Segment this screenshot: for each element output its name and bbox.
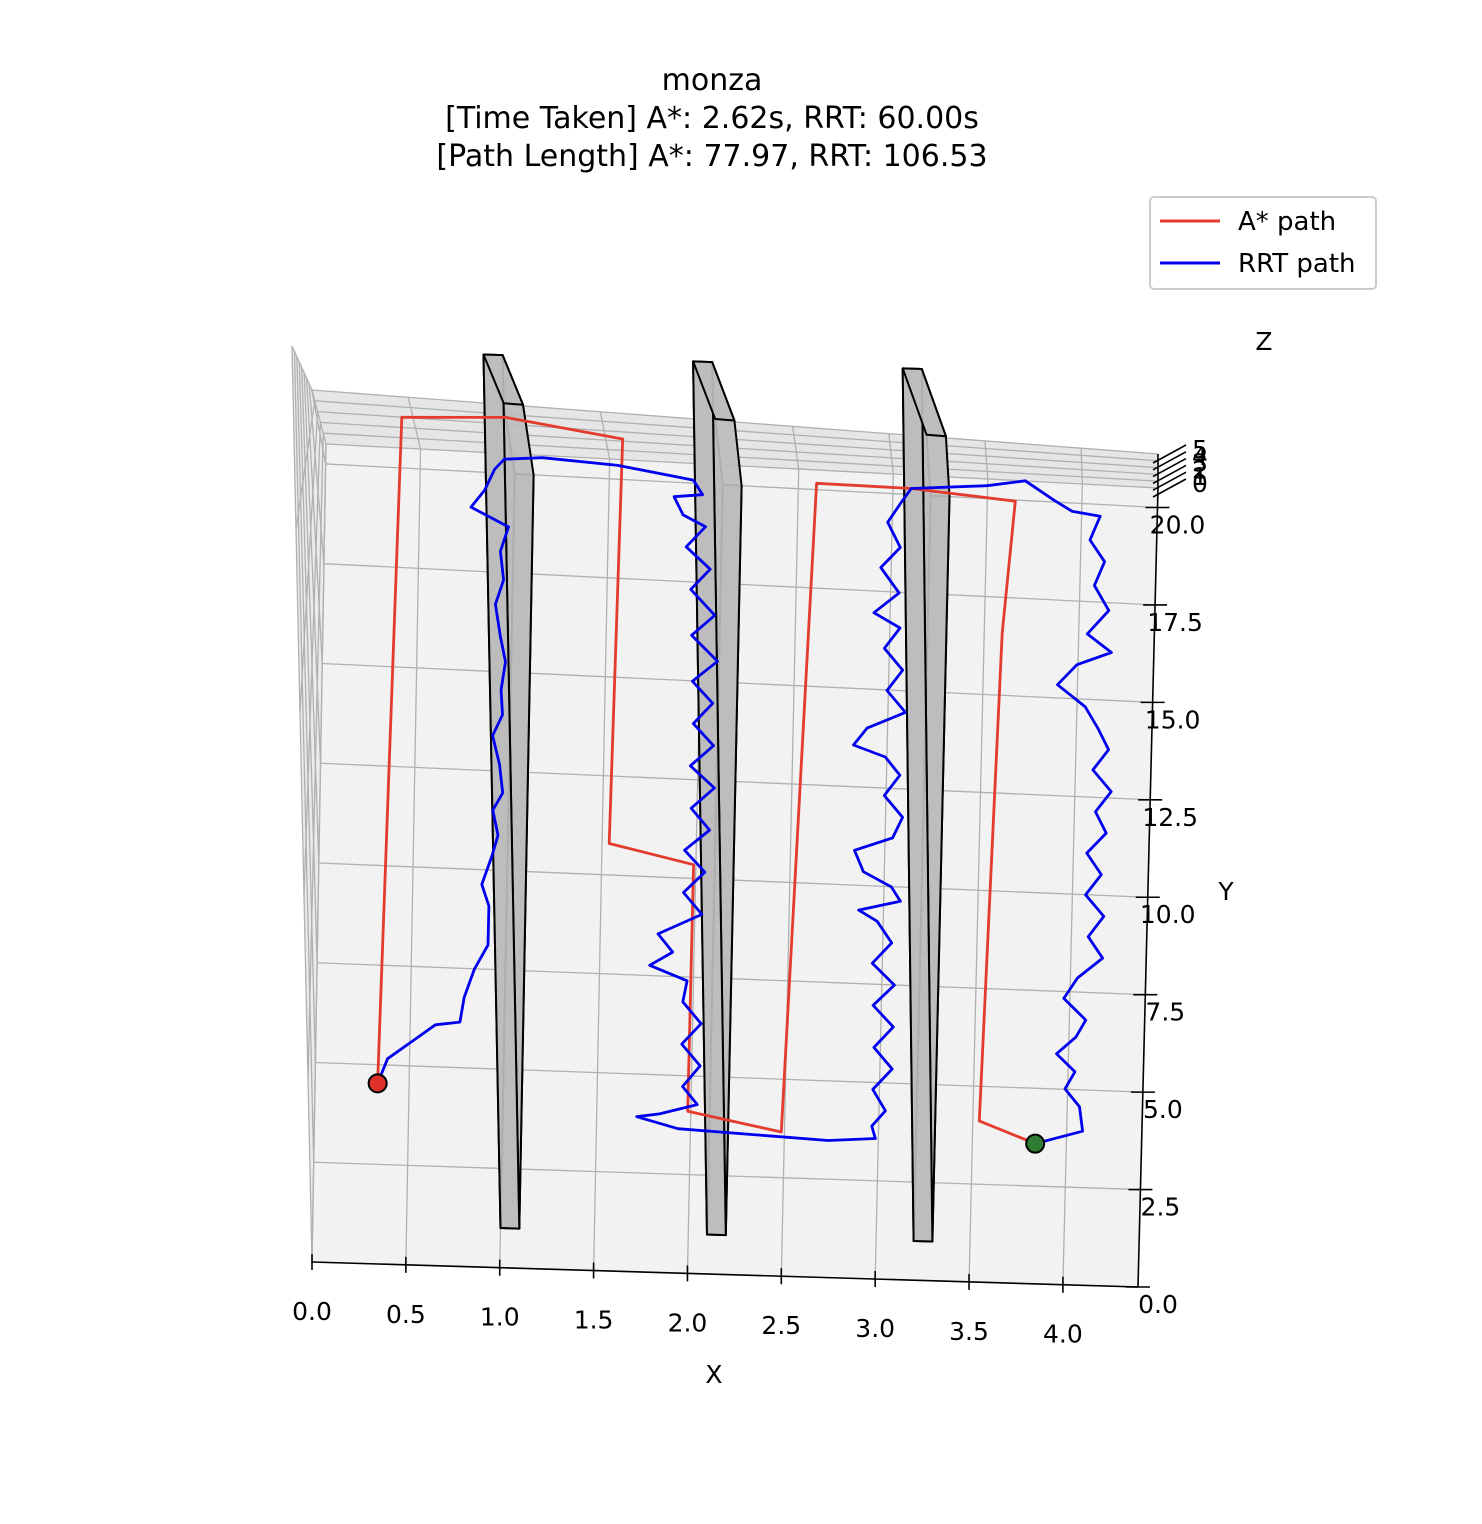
grid-line-x-back — [888, 433, 894, 475]
y-tick-label: 0.0 — [1138, 1290, 1178, 1319]
x-tick-label: 2.5 — [761, 1311, 801, 1340]
z-tick-label: 1 — [1192, 462, 1208, 491]
y-tick-label: 20.0 — [1150, 510, 1206, 539]
paths — [376, 415, 1113, 1145]
z-tick-label: 4 — [1192, 442, 1208, 471]
z-tick-label: 3 — [1192, 449, 1208, 478]
rrt-path-line — [376, 456, 1113, 1145]
grid-line-z-side — [295, 400, 316, 530]
grid-line-y-side — [291, 345, 313, 1263]
grid-line-x-back — [1080, 448, 1084, 485]
grid-line-x — [968, 478, 989, 1282]
y-tick-label: 2.5 — [1141, 1193, 1181, 1222]
z-tick — [1152, 471, 1187, 491]
x-tick-label: 3.0 — [855, 1314, 895, 1343]
obstacle-face — [692, 360, 736, 422]
grid-line-z-back — [317, 410, 1159, 469]
grid-line-z-back — [320, 421, 1159, 476]
legend: A* path RRT path — [1149, 196, 1377, 290]
z-tick-label: 0 — [1192, 469, 1208, 498]
x-tick-label: 1.5 — [574, 1306, 614, 1335]
markers — [367, 1073, 1046, 1154]
grid-line-x — [592, 458, 611, 1271]
y-axis-line — [1137, 487, 1159, 1288]
grid-line-z-side — [299, 411, 319, 713]
z-tick-label: 2 — [1192, 455, 1208, 484]
x-tick-label: 0.0 — [292, 1297, 332, 1326]
grid-line-y-side — [305, 378, 323, 664]
grid-line-x-back — [792, 426, 800, 470]
y-tick-label: 10.0 — [1140, 900, 1196, 929]
axis-lines — [311, 444, 1187, 1293]
title-line-2: [Time Taken] A*: 2.62s, RRT: 60.00s — [445, 101, 979, 136]
z-axis-label: Z — [1255, 327, 1272, 356]
chart-title: monza [Time Taken] A*: 2.62s, RRT: 60.00… — [436, 63, 987, 174]
z-tick-label: 5 — [1192, 435, 1208, 464]
start-marker — [367, 1073, 388, 1094]
legend-label-astar: A* path — [1238, 207, 1336, 237]
x-axis-line — [311, 1261, 1139, 1288]
x-axis-label: X — [705, 1360, 722, 1389]
y-axis-label: Y — [1217, 877, 1234, 906]
z-tick — [1152, 444, 1187, 464]
y-tick-label: 17.5 — [1147, 608, 1203, 637]
grid-line-z-side — [307, 433, 324, 1079]
grid-line-y-side — [298, 362, 318, 963]
obstacle-face — [482, 353, 524, 406]
astar-path-line — [376, 415, 1036, 1145]
grid-line-x — [874, 473, 894, 1280]
grid-line-x-back — [984, 440, 989, 480]
grid-line-z-back — [323, 432, 1159, 482]
goal-marker — [1025, 1133, 1046, 1154]
y-tick-label: 7.5 — [1145, 998, 1185, 1027]
grid-line-y-side — [296, 356, 317, 1063]
obstacles — [482, 353, 951, 1243]
obstacle-box — [901, 367, 951, 1243]
tick-labels: 0.0 0.5 1.0 1.5 2.0 2.5 3.0 3.5 4.0 0.0 2.5 5.0 7.5 1… — [292, 435, 1208, 1349]
x-tick-label: 0.5 — [386, 1300, 426, 1329]
grid-line-y-side — [293, 351, 315, 1163]
x-tick-label: 1.0 — [480, 1303, 520, 1332]
title-line-1: monza — [662, 63, 763, 98]
x-tick-label: 3.5 — [949, 1317, 989, 1346]
y-tick-label: 5.0 — [1143, 1095, 1183, 1124]
grid-line-z-side — [303, 422, 322, 896]
grid-line-z-side — [291, 345, 313, 391]
title-line-3: [Path Length] A*: 77.97, RRT: 106.53 — [436, 139, 987, 174]
z-tick — [1152, 457, 1187, 478]
z-tick — [1152, 464, 1187, 485]
z-tick — [1152, 478, 1187, 498]
obstacle-face — [901, 367, 947, 438]
grid-line-z-side — [311, 443, 327, 1263]
y-tick-label: 12.5 — [1142, 803, 1198, 832]
grid-line-y-side — [301, 367, 320, 863]
grid-line-x — [405, 448, 422, 1265]
z-tick — [1152, 451, 1187, 471]
x-tick-label: 4.0 — [1043, 1320, 1083, 1349]
x-tick-label: 2.0 — [668, 1308, 708, 1337]
grid-line-x — [780, 468, 800, 1277]
grid-line-x — [1062, 483, 1084, 1285]
legend-label-rrt: RRT path — [1238, 249, 1356, 279]
y-tick-label: 15.0 — [1145, 705, 1201, 734]
grid-line-x-back — [407, 397, 422, 450]
grid-line-y-side — [303, 372, 322, 764]
